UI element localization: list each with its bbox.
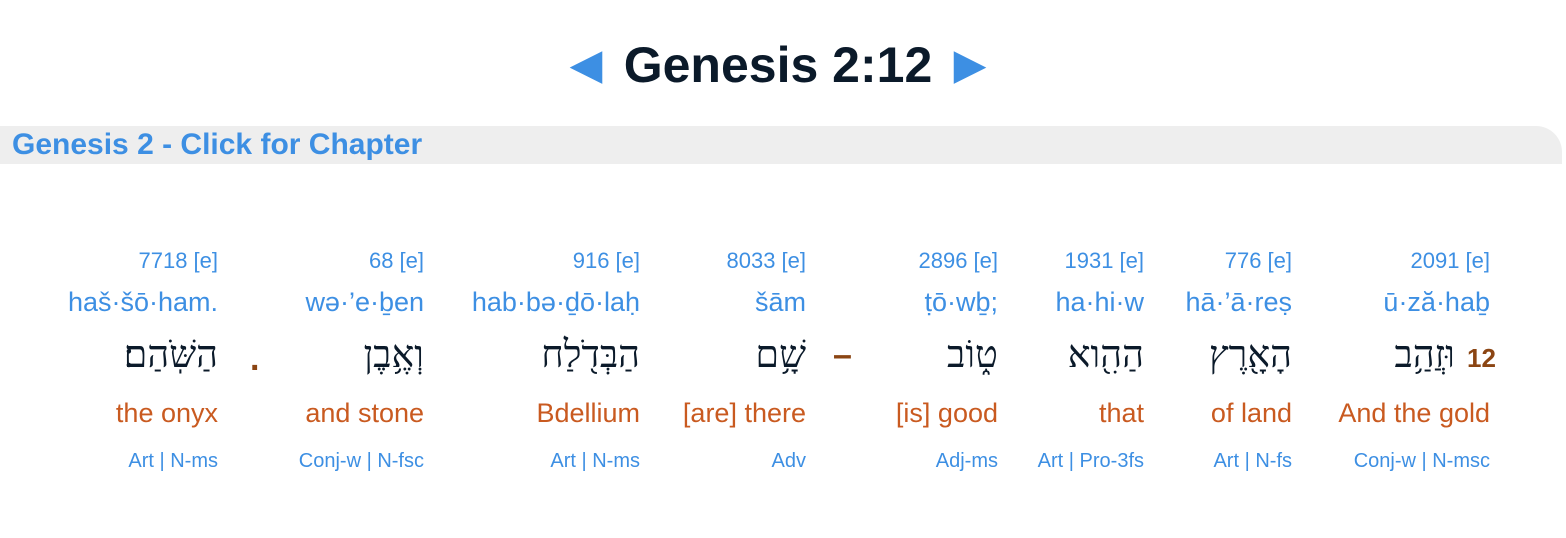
hebrew-word: הַשֹּֽׁהַם׃	[123, 332, 218, 376]
hebrew-word: הַבְּדֹ֖לַח	[541, 332, 640, 376]
hebrew-word: שָׁ֥ם	[755, 332, 806, 376]
grammar-parsing-link[interactable]: Art | N-ms	[550, 450, 640, 472]
strongs-number-link[interactable]: 2091 [e]	[1410, 248, 1490, 273]
strongs-number-link[interactable]: 2896 [e]	[918, 248, 998, 273]
transliteration: haš·šō·ham.	[67, 287, 218, 317]
grammar-parsing-link[interactable]: Adv	[771, 450, 806, 472]
prev-verse-arrow-icon[interactable]: ◀	[570, 43, 602, 87]
transliteration: hā·’ā·reṣ	[1185, 287, 1292, 317]
maqaf-separator: –	[833, 336, 852, 374]
transliteration: hab·bə·ḏō·laḥ	[471, 287, 640, 317]
transliteration: wə·’e·ḇen	[305, 287, 424, 317]
english-gloss: Bdellium	[536, 398, 640, 428]
strongs-number-link[interactable]: 8033 [e]	[726, 248, 806, 273]
strongs-number-link[interactable]: 776 [e]	[1224, 248, 1292, 273]
english-gloss: And the gold	[1338, 398, 1490, 428]
grammar-parsing-link[interactable]: Art | N-ms	[128, 450, 218, 472]
chapter-link[interactable]: Genesis 2 - Click for Chapter	[12, 128, 423, 161]
chapter-bar: Genesis 2 - Click for Chapter	[0, 126, 1562, 164]
english-gloss: of land	[1210, 398, 1292, 428]
hebrew-word: ט֑וֹב	[947, 332, 998, 376]
grammar-parsing-link[interactable]: Art | Pro-3fs	[1037, 450, 1144, 472]
strongs-number-link[interactable]: 68 [e]	[368, 248, 424, 273]
hebrew-word: וְאֶ֥בֶן	[363, 332, 424, 376]
transliteration: ū·ză·haḇ	[1383, 287, 1490, 317]
verse-title-bar: ◀ Genesis 2:12 ▶	[0, 36, 1556, 94]
grammar-parsing-link[interactable]: Adj-ms	[935, 450, 998, 472]
page-title: Genesis 2:12	[623, 37, 933, 93]
english-gloss: [is] good	[895, 398, 998, 428]
grammar-parsing-link[interactable]: Art | N-fs	[1213, 450, 1292, 472]
next-verse-arrow-icon[interactable]: ▶	[954, 43, 986, 87]
verse-number: 12	[1467, 343, 1496, 373]
transliteration: ha·hi·w	[1055, 287, 1144, 317]
strongs-number-link[interactable]: 7718 [e]	[138, 248, 218, 273]
transliteration: šām	[754, 287, 806, 317]
hebrew-word: הָאָ֖רֶץ	[1208, 332, 1292, 376]
hebrew-word: וּזֲהַ֥ב	[1394, 332, 1456, 376]
grammar-parsing-link[interactable]: Conj-w | N-fsc	[298, 450, 424, 472]
english-gloss: that	[1098, 398, 1144, 428]
period-separator: .	[250, 340, 260, 378]
english-gloss: [are] there	[682, 398, 806, 428]
grammar-parsing-link[interactable]: Conj-w | N-msc	[1353, 450, 1490, 472]
transliteration: ṭō·wḇ;	[924, 287, 998, 317]
english-gloss: and stone	[305, 398, 424, 428]
hebrew-word: הַהִ֖וא	[1067, 332, 1144, 376]
english-gloss: the onyx	[115, 398, 218, 428]
strongs-number-link[interactable]: 1931 [e]	[1064, 248, 1144, 273]
strongs-number-link[interactable]: 916 [e]	[572, 248, 640, 273]
